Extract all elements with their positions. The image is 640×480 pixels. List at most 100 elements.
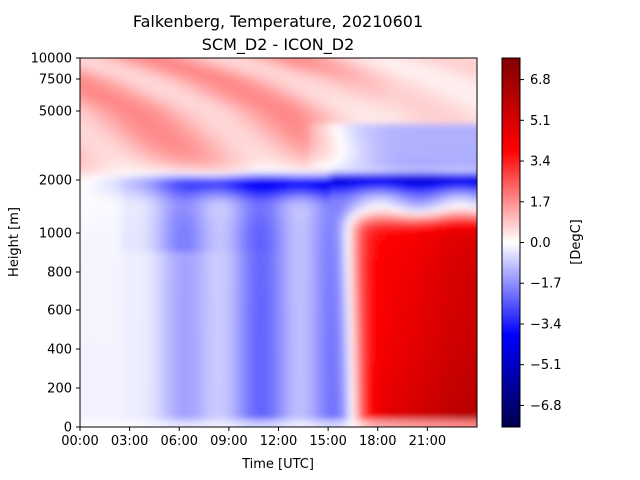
heatmap-cell: [274, 232, 279, 237]
heatmap-cell: [162, 388, 167, 393]
heatmap-cell: [82, 416, 87, 421]
heatmap-cell: [218, 216, 223, 221]
heatmap-cell: [274, 248, 279, 253]
heatmap-cell: [218, 368, 223, 373]
heatmap-cell: [226, 412, 231, 417]
heatmap-cell: [234, 58, 239, 61]
heatmap-cell: [198, 84, 203, 89]
heatmap-cell: [218, 400, 223, 405]
heatmap-cell: [170, 248, 175, 253]
heatmap-cell: [86, 236, 91, 241]
heatmap-cell: [226, 392, 231, 397]
heatmap-cell: [262, 248, 267, 253]
heatmap-cell: [110, 348, 115, 353]
heatmap-cell: [194, 164, 199, 169]
heatmap-cell: [102, 64, 107, 69]
heatmap-cell: [190, 120, 195, 125]
heatmap-cell: [150, 228, 155, 233]
heatmap-cell: [74, 264, 79, 269]
heatmap-cell: [106, 216, 111, 221]
heatmap-cell: [126, 160, 131, 165]
heatmap-cell: [262, 224, 267, 229]
heatmap-cell: [80, 140, 83, 145]
heatmap-cell: [206, 148, 211, 153]
heatmap-cell: [206, 208, 211, 213]
heatmap-cell: [274, 372, 279, 377]
heatmap-cell: [274, 144, 279, 149]
heatmap-cell: [98, 288, 103, 293]
heatmap-cell: [190, 392, 195, 397]
heatmap-cell: [222, 112, 227, 117]
heatmap-cell: [80, 128, 83, 133]
heatmap-cell: [270, 76, 275, 81]
heatmap-cell: [250, 228, 255, 233]
heatmap-cell: [126, 176, 131, 181]
heatmap-cell: [98, 140, 103, 145]
heatmap-cell: [202, 244, 207, 249]
heatmap-cell: [150, 160, 155, 165]
heatmap-cell: [74, 236, 79, 241]
heatmap-cell: [270, 248, 275, 253]
heatmap-cell: [250, 88, 255, 93]
heatmap-cell: [238, 284, 243, 289]
heatmap-cell: [98, 332, 103, 337]
heatmap-cell: [274, 184, 279, 189]
heatmap-cell: [80, 236, 83, 241]
heatmap-cell: [158, 372, 163, 377]
heatmap-cell: [234, 344, 239, 349]
heatmap-cell: [106, 80, 111, 85]
heatmap-cell: [250, 72, 255, 77]
heatmap-cell: [210, 280, 215, 285]
heatmap-cell: [86, 264, 91, 269]
heatmap-cell: [82, 104, 87, 109]
heatmap-cell: [186, 58, 191, 61]
heatmap-cell: [106, 124, 111, 129]
heatmap-cell: [138, 140, 143, 145]
heatmap-cell: [226, 360, 231, 365]
heatmap-cell: [250, 356, 255, 361]
heatmap-cell: [246, 340, 251, 345]
heatmap-cell: [270, 124, 275, 129]
heatmap-cell: [190, 224, 195, 229]
heatmap-cell: [98, 316, 103, 321]
heatmap-cell: [182, 216, 187, 221]
heatmap-cell: [82, 164, 87, 169]
heatmap-cell: [202, 428, 207, 433]
heatmap-cell: [198, 264, 203, 269]
heatmap-cell: [218, 264, 223, 269]
heatmap-cell: [266, 68, 271, 73]
heatmap-cell: [182, 164, 187, 169]
heatmap-cell: [178, 124, 183, 129]
heatmap-cell: [154, 256, 159, 261]
heatmap-cell: [230, 388, 235, 393]
heatmap-cell: [106, 364, 111, 369]
heatmap-cell: [118, 332, 123, 337]
heatmap-cell: [154, 112, 159, 117]
heatmap-cell: [262, 208, 267, 213]
heatmap-cell: [146, 312, 151, 317]
heatmap-cell: [158, 200, 163, 205]
heatmap-cell: [226, 288, 231, 293]
heatmap-cell: [174, 140, 179, 145]
heatmap-cell: [278, 84, 283, 89]
heatmap-cell: [226, 416, 231, 421]
heatmap-cell: [98, 352, 103, 357]
heatmap-cell: [118, 188, 123, 193]
heatmap-cell: [214, 140, 219, 145]
heatmap-cell: [90, 416, 95, 421]
heatmap-cell: [158, 280, 163, 285]
heatmap-cell: [254, 112, 259, 117]
heatmap-cell: [146, 176, 151, 181]
heatmap-cell: [150, 244, 155, 249]
heatmap-cell: [182, 140, 187, 145]
heatmap-cell: [234, 104, 239, 109]
heatmap-cell: [270, 360, 275, 365]
heatmap-cell: [214, 160, 219, 165]
heatmap-cell: [102, 272, 107, 277]
heatmap-cell: [126, 58, 131, 61]
heatmap-cell: [162, 68, 167, 73]
heatmap-cell: [214, 424, 219, 427]
heatmap-cell: [138, 136, 143, 141]
heatmap-cell: [182, 392, 187, 397]
heatmap-cell: [178, 200, 183, 205]
